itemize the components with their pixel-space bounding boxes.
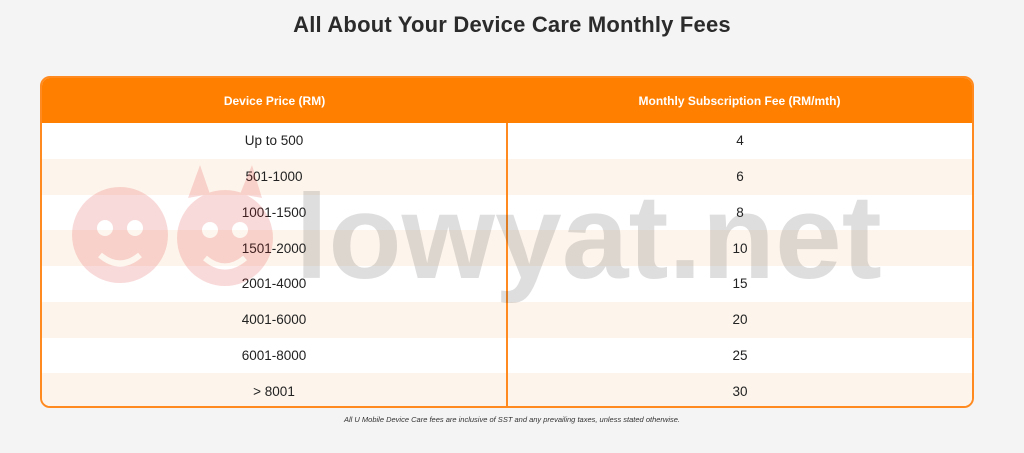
table-row: 1001-1500 8 <box>42 194 972 231</box>
price-cell: 1501-2000 <box>42 230 508 266</box>
price-cell: 4001-6000 <box>42 301 508 338</box>
header-monthly-fee: Monthly Subscription Fee (RM/mth) <box>638 93 841 108</box>
price-cell: 501-1000 <box>42 158 508 195</box>
fee-cell: 20 <box>732 312 748 328</box>
table-row: Up to 500 4 <box>42 123 972 159</box>
fee-cell: 4 <box>736 133 744 149</box>
table-row: 2001-4000 15 <box>42 266 972 302</box>
table-row: > 8001 30 <box>42 373 972 406</box>
footnote: All U Mobile Device Care fees are inclus… <box>344 415 680 424</box>
fee-cell: 25 <box>732 347 748 363</box>
price-cell: Up to 500 <box>42 123 508 159</box>
fee-cell: 6 <box>736 169 744 185</box>
fee-table-container: Device Price (RM) Monthly Subscription F… <box>40 76 974 408</box>
price-cell: 6001-8000 <box>42 337 508 374</box>
price-cell: > 8001 <box>42 373 508 406</box>
price-cell: 2001-4000 <box>42 266 508 302</box>
fee-cell: 15 <box>732 276 748 292</box>
page-title: All About Your Device Care Monthly Fees <box>293 12 731 37</box>
table-row: 4001-6000 20 <box>42 301 972 338</box>
fee-cell: 10 <box>732 240 748 256</box>
table-header-row: Device Price (RM) Monthly Subscription F… <box>42 78 972 123</box>
table-row: 501-1000 6 <box>42 158 972 195</box>
table-row: 6001-8000 25 <box>42 337 972 374</box>
price-cell: 1001-1500 <box>42 194 508 231</box>
header-device-price: Device Price (RM) <box>223 93 326 108</box>
fee-cell: 8 <box>736 204 744 220</box>
fee-table: Device Price (RM) Monthly Subscription F… <box>42 78 972 406</box>
table-row: 1501-2000 10 <box>42 230 972 266</box>
fee-cell: 30 <box>732 383 748 399</box>
